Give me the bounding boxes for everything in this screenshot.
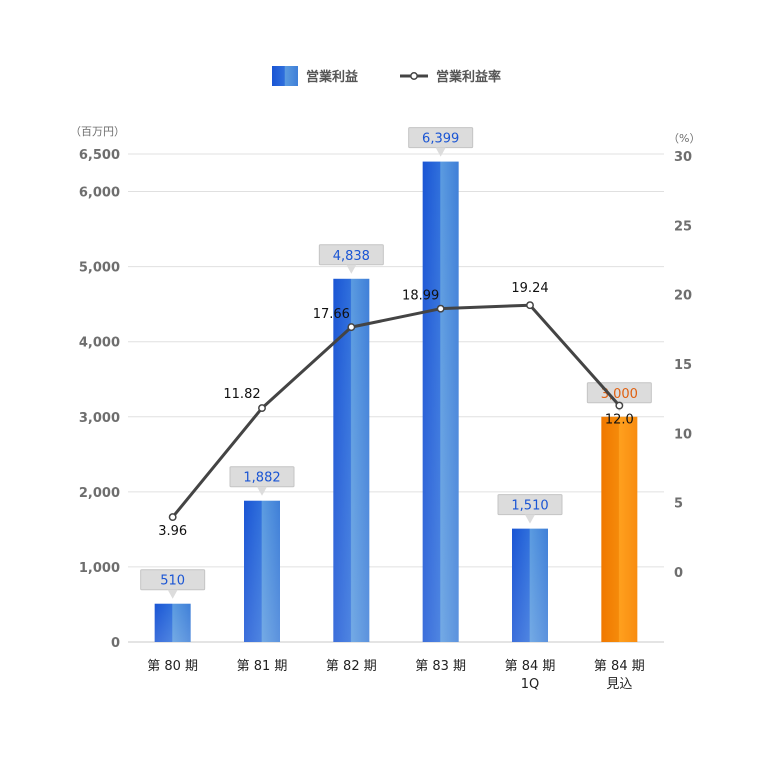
ratio-line-path [171, 303, 621, 519]
bar-value-label: 3,000 [601, 387, 638, 402]
legend: 営業利益 営業利益率 [272, 66, 501, 86]
bar-shade [422, 161, 459, 642]
ratio-value-label: 19.24 [511, 281, 548, 296]
bar-shade [333, 278, 370, 642]
bar-value-label: 510 [160, 574, 185, 589]
ratio-point [168, 513, 177, 522]
category-label: 第 83 期 [415, 659, 466, 674]
right-tick-label: 30 [674, 150, 692, 165]
ratio-point [615, 401, 624, 410]
value-callout-pointer [525, 514, 535, 524]
right-tick-label: 5 [674, 497, 683, 512]
ratio-point [526, 301, 534, 310]
left-tick-label: 4,000 [79, 336, 120, 351]
bar-shade [244, 500, 280, 642]
value-callout-pointer [435, 147, 446, 157]
left-tick-label: 2,000 [79, 486, 120, 501]
legend-swatch-bar [272, 66, 298, 86]
category-label: 見込 [606, 677, 632, 692]
category-label: 1Q [521, 677, 540, 692]
category-label: 第 81 期 [237, 659, 288, 674]
ratio-point [347, 323, 356, 332]
category-label: 第 80 期 [147, 659, 198, 674]
value-callout-pointer [346, 264, 357, 274]
ratio-point [258, 404, 266, 413]
left-tick-label: 0 [111, 636, 120, 651]
legend-label-bar: 営業利益 [306, 69, 358, 85]
ratio-value-label: 17.66 [313, 307, 350, 322]
category-label: 第 82 期 [326, 659, 377, 674]
ratio-point [436, 304, 445, 313]
left-tick-label: 6,500 [79, 148, 120, 163]
bar-value-label: 4,838 [333, 249, 370, 264]
legend-swatch-marker [410, 72, 418, 80]
value-callout-pointer [167, 589, 178, 599]
right-tick-label: 15 [674, 358, 692, 373]
category-labels: 第 80 期第 81 期第 82 期第 83 期第 84 期1Q第 84 期見込 [147, 659, 644, 692]
ratio-value-label: 12.0 [605, 413, 634, 428]
ratio-value-label: 11.82 [223, 387, 260, 402]
bar-shade [154, 603, 191, 642]
right-tick-label: 10 [674, 427, 692, 442]
right-tick-label: 20 [674, 289, 692, 304]
left-tick-label: 3,000 [79, 411, 120, 426]
bar-shade [512, 528, 548, 642]
bar-forecast [601, 416, 638, 642]
left-axis-unit: （百万円） [70, 125, 125, 138]
ratio-value-label: 18.99 [402, 289, 439, 304]
left-tick-label: 5,000 [79, 261, 120, 276]
category-label: 第 84 期 [505, 659, 556, 674]
left-tick-label: 1,000 [79, 561, 120, 576]
right-tick-label: 25 [674, 219, 692, 234]
right-axis-ticks: 0 5 10 15 20 25 30 [674, 150, 692, 581]
bar-value-label: 6,399 [422, 132, 459, 147]
ratio-line: 3.96 11.82 17.66 18.99 19.24 12.0 [158, 281, 634, 539]
value-callout-pointer [257, 486, 267, 496]
bar-value-label: 1,882 [243, 471, 280, 486]
ratio-value-label: 3.96 [158, 524, 187, 539]
category-label: 第 84 期 [594, 659, 645, 674]
bar-value-label: 1,510 [511, 499, 548, 514]
left-axis-ticks: 0 1,000 2,000 3,000 4,000 5,000 6,000 6,500 [79, 148, 120, 651]
gridlines [128, 153, 664, 643]
legend-label-line: 営業利益率 [436, 69, 501, 85]
bars: 510 1,882 4,838 6,399 1,510 3,000 [140, 127, 652, 642]
right-axis-unit: （%） [668, 132, 700, 145]
left-tick-label: 6,000 [79, 186, 120, 201]
right-tick-label: 0 [674, 566, 683, 581]
